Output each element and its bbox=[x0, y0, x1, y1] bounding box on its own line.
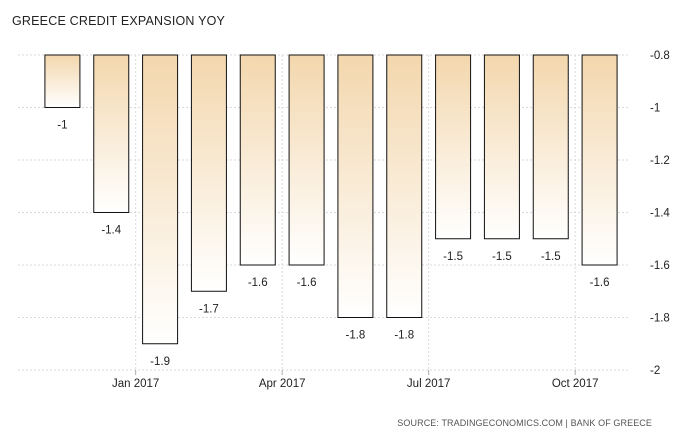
y-tick-label: -1.4 bbox=[650, 208, 670, 220]
data-label: -1.5 bbox=[492, 251, 512, 263]
bar bbox=[386, 54, 423, 318]
y-tick-label: -2 bbox=[650, 365, 660, 377]
data-label: -1.5 bbox=[541, 251, 561, 263]
y-tick-label: -1 bbox=[650, 103, 660, 115]
data-label: -1.6 bbox=[297, 277, 317, 289]
bars bbox=[44, 54, 618, 345]
x-tick-label: Oct 2017 bbox=[552, 378, 599, 390]
bar bbox=[337, 54, 374, 318]
bar bbox=[581, 54, 618, 266]
y-tick-label: -0.8 bbox=[650, 50, 670, 62]
data-label: -1.6 bbox=[590, 277, 610, 289]
bar bbox=[239, 54, 276, 266]
y-tick-label: -1.6 bbox=[650, 260, 670, 272]
bar bbox=[532, 54, 569, 240]
y-axis: -0.8 -1 -1.2 -1.4 -1.6 -1.8 -2 bbox=[650, 50, 670, 377]
bar bbox=[483, 54, 520, 240]
data-label: -1.5 bbox=[443, 251, 463, 263]
bar bbox=[288, 54, 325, 266]
bar bbox=[142, 54, 179, 345]
data-label: -1.7 bbox=[199, 303, 219, 315]
x-axis: Jan 2017 Apr 2017 Jul 2017 Oct 2017 bbox=[112, 370, 599, 390]
bar bbox=[93, 54, 130, 213]
source-note: SOURCE: TRADINGECONOMICS.COM | BANK OF G… bbox=[397, 418, 652, 428]
data-label: -1 bbox=[57, 120, 67, 132]
data-label: -1.9 bbox=[150, 356, 170, 368]
chart-title: GREECE CREDIT EXPANSION YOY bbox=[12, 14, 226, 28]
data-label: -1.4 bbox=[101, 225, 121, 237]
data-label: -1.6 bbox=[248, 277, 268, 289]
x-tick-label: Jul 2017 bbox=[407, 378, 450, 390]
data-label: -1.8 bbox=[346, 330, 366, 342]
x-tick-label: Jan 2017 bbox=[112, 378, 159, 390]
y-tick-label: -1.2 bbox=[650, 155, 670, 167]
x-tick-label: Apr 2017 bbox=[259, 378, 306, 390]
bar bbox=[190, 54, 227, 292]
y-tick-label: -1.8 bbox=[650, 313, 670, 325]
data-labels: -1 -1.4 -1.9 -1.7 -1.6 -1.6 -1.8 -1.8 -1.5 -1.5 -1… bbox=[57, 120, 609, 368]
bar bbox=[435, 54, 472, 240]
data-label: -1.8 bbox=[394, 330, 414, 342]
bar bbox=[44, 54, 81, 108]
